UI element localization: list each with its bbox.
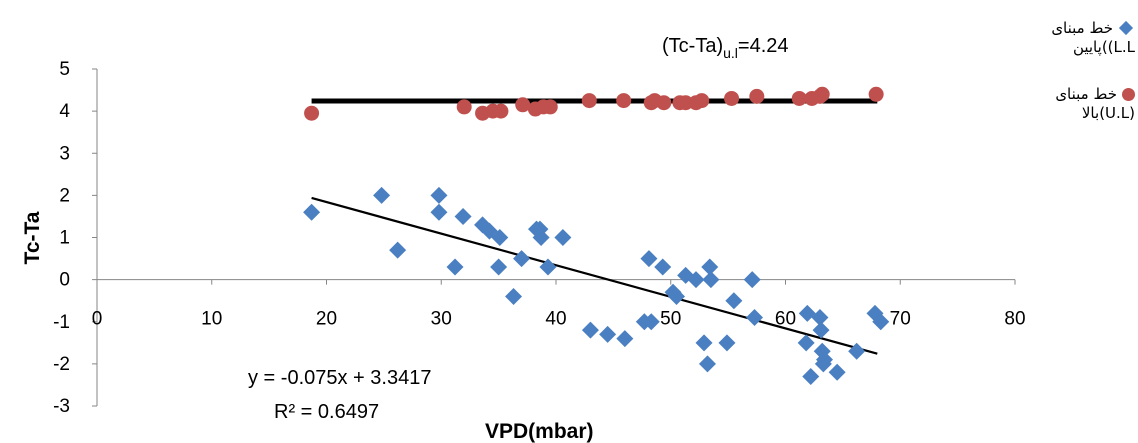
upper-point xyxy=(868,86,884,102)
x-tick-label: 0 xyxy=(92,309,103,330)
upper-point xyxy=(749,88,765,104)
lower-point xyxy=(848,342,866,360)
legend-label-lower-line2: پایین((L.L xyxy=(1072,38,1135,56)
x-tick-label: 40 xyxy=(545,309,566,330)
lower-point xyxy=(616,330,634,348)
legend-item-upper: خط مبنای بالا(U.L) xyxy=(1005,84,1135,124)
lower-baseline-trendline xyxy=(311,196,878,355)
lower-point xyxy=(446,258,464,276)
y-tick-label: -1 xyxy=(53,312,70,333)
y-tick-label: 3 xyxy=(59,143,70,164)
lower-point xyxy=(490,258,508,276)
lower-point xyxy=(581,321,599,339)
lower-point xyxy=(599,325,617,343)
lower-point xyxy=(554,229,572,246)
lower-point xyxy=(802,368,820,386)
legend-label-upper: خط مبنای xyxy=(1055,85,1117,103)
lower-trendline xyxy=(311,196,878,355)
lower-point xyxy=(505,287,523,305)
upper-point xyxy=(493,103,509,119)
y-tick-label: 0 xyxy=(59,270,70,291)
upper-point xyxy=(656,95,672,111)
y-axis-title: Tc-Ta xyxy=(21,211,44,264)
lower-point xyxy=(654,258,672,276)
lower-point xyxy=(725,292,743,310)
lower-point xyxy=(701,258,719,276)
y-tick-label: 2 xyxy=(59,185,70,206)
lower-point xyxy=(718,334,736,352)
lower-point xyxy=(797,334,815,352)
upper-point xyxy=(304,105,320,121)
lower-point xyxy=(695,334,713,352)
lower-point xyxy=(531,220,549,238)
upper-point xyxy=(456,99,472,115)
upper-point xyxy=(724,90,740,106)
lower-point xyxy=(640,250,658,268)
legend: خط مبنای پایین((L.L خط مبنای بالا(U.L) xyxy=(1005,18,1135,150)
upper-point xyxy=(581,93,597,109)
lower-point xyxy=(828,363,846,381)
x-tick-label: 50 xyxy=(660,309,681,330)
x-tick-label: 80 xyxy=(1004,309,1025,330)
x-tick-label: 20 xyxy=(316,309,337,330)
x-tick-label: 30 xyxy=(431,309,452,330)
diamond-marker-icon xyxy=(1118,20,1134,36)
lower-point xyxy=(303,203,321,221)
upper-point xyxy=(814,86,830,102)
upper-point xyxy=(791,90,807,106)
lower-point xyxy=(539,258,557,276)
lower-point xyxy=(872,313,890,331)
lower-point xyxy=(454,207,472,225)
y-tick-label: -2 xyxy=(53,354,70,375)
legend-label-upper-line2: بالا(U.L) xyxy=(1081,104,1135,122)
lower-point xyxy=(667,287,685,305)
lower-point xyxy=(743,271,761,289)
legend-label-lower: خط مبنای xyxy=(1051,19,1113,37)
upper-baseline-annotation: (Tc-Ta)u.l=4.24 xyxy=(662,35,789,61)
lower-point xyxy=(816,351,834,369)
trendline-equation: y = -0.075x + 3.3417 xyxy=(248,367,431,389)
lower-point xyxy=(746,309,764,327)
upper-point xyxy=(694,93,710,109)
lower-point xyxy=(430,186,448,204)
lower-point xyxy=(811,309,829,327)
lower-point xyxy=(687,271,705,289)
legend-item-lower: خط مبنای پایین((L.L xyxy=(1005,18,1135,58)
y-tick-label: 4 xyxy=(59,101,70,122)
x-axis-title: VPD(mbar) xyxy=(485,420,594,443)
upper-point xyxy=(616,93,632,109)
upper-point xyxy=(542,99,558,115)
lower-point xyxy=(373,186,391,204)
y-tick-label: -3 xyxy=(53,396,70,417)
circle-marker-icon xyxy=(1122,87,1135,101)
x-tick-label: 60 xyxy=(775,309,796,330)
lower-point xyxy=(389,241,407,259)
x-tick-label: 10 xyxy=(201,309,222,330)
lower-point xyxy=(698,355,716,373)
upper-point xyxy=(678,95,694,111)
r-squared-label: R² = 0.6497 xyxy=(274,401,379,423)
lower-point xyxy=(812,321,830,339)
lower-point xyxy=(430,203,448,221)
y-tick-label: 5 xyxy=(59,59,70,80)
upper-point xyxy=(515,97,531,113)
y-tick-label: 1 xyxy=(59,228,70,249)
lower-point xyxy=(513,250,531,268)
lower-point xyxy=(491,229,509,246)
upper-baseline-points xyxy=(304,86,884,121)
lower-baseline-points xyxy=(303,186,890,386)
axes xyxy=(92,68,1016,407)
x-tick-label: 70 xyxy=(890,309,911,330)
lower-point xyxy=(702,271,720,289)
lower-point xyxy=(642,313,660,331)
